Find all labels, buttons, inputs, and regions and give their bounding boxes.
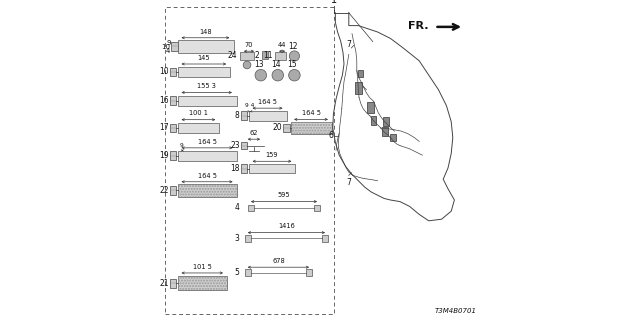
- Bar: [241, 164, 247, 173]
- Bar: [240, 52, 255, 60]
- Bar: [178, 67, 230, 77]
- Text: 4: 4: [235, 204, 240, 212]
- Text: 164 5: 164 5: [198, 139, 216, 145]
- Bar: [165, 7, 335, 314]
- Bar: [170, 68, 176, 76]
- Circle shape: [289, 51, 300, 61]
- Text: 1: 1: [332, 0, 337, 5]
- Bar: [172, 42, 178, 51]
- Text: 10: 10: [159, 68, 169, 76]
- Bar: [249, 111, 287, 121]
- Bar: [170, 186, 176, 195]
- Text: 14: 14: [271, 60, 281, 69]
- Text: 1416: 1416: [278, 223, 295, 229]
- Text: 13: 13: [254, 60, 264, 69]
- Circle shape: [272, 69, 284, 81]
- Text: 23: 23: [230, 141, 240, 150]
- Text: 6: 6: [329, 132, 334, 140]
- Text: FR.: FR.: [408, 20, 429, 31]
- Bar: [178, 96, 237, 106]
- Bar: [390, 134, 396, 141]
- Bar: [249, 164, 296, 173]
- Bar: [291, 122, 332, 134]
- Text: 7: 7: [346, 178, 351, 187]
- Text: 5: 5: [235, 268, 240, 277]
- Bar: [178, 184, 237, 197]
- Text: 16: 16: [159, 96, 169, 105]
- Text: 678: 678: [272, 258, 285, 264]
- Bar: [383, 117, 389, 126]
- Text: 2: 2: [255, 51, 259, 60]
- Bar: [178, 276, 227, 290]
- Text: 18: 18: [230, 164, 240, 173]
- Text: 24: 24: [228, 52, 237, 60]
- Bar: [307, 269, 312, 276]
- Text: 10: 10: [161, 44, 170, 50]
- Text: 155 3: 155 3: [197, 83, 216, 89]
- Bar: [178, 151, 237, 161]
- Text: T3M4B0701: T3M4B0701: [435, 308, 477, 314]
- Text: 19: 19: [159, 151, 169, 160]
- Circle shape: [289, 69, 300, 81]
- Text: 4: 4: [166, 48, 170, 54]
- Text: 100 1: 100 1: [189, 110, 208, 116]
- Text: 11: 11: [263, 52, 273, 60]
- Bar: [178, 184, 237, 197]
- Bar: [245, 235, 251, 242]
- Text: 7: 7: [346, 40, 351, 49]
- Text: 159: 159: [266, 152, 278, 158]
- Text: 12: 12: [288, 42, 297, 51]
- Circle shape: [255, 69, 267, 81]
- Bar: [248, 205, 253, 211]
- Bar: [262, 51, 268, 59]
- Bar: [178, 40, 234, 53]
- Bar: [355, 82, 362, 94]
- Bar: [275, 52, 287, 60]
- Text: 62: 62: [250, 130, 258, 136]
- Text: 9: 9: [179, 142, 183, 148]
- Circle shape: [243, 61, 251, 69]
- Bar: [367, 102, 374, 113]
- Text: 164 5: 164 5: [301, 110, 321, 116]
- Text: 164 5: 164 5: [258, 99, 277, 105]
- Text: 9 4: 9 4: [245, 103, 255, 108]
- Bar: [381, 127, 388, 136]
- Bar: [178, 123, 219, 133]
- Bar: [283, 124, 290, 132]
- Bar: [241, 142, 247, 149]
- Text: 15: 15: [287, 60, 298, 69]
- Text: 164 5: 164 5: [198, 172, 216, 179]
- Text: 8: 8: [235, 111, 240, 120]
- Bar: [170, 124, 176, 132]
- Text: 44: 44: [278, 42, 286, 48]
- Text: 20: 20: [273, 124, 282, 132]
- Bar: [178, 276, 227, 290]
- Bar: [291, 122, 332, 134]
- Bar: [371, 116, 376, 125]
- Bar: [241, 111, 247, 120]
- Text: 101 5: 101 5: [193, 264, 212, 270]
- Bar: [170, 96, 176, 105]
- Text: 145: 145: [198, 55, 210, 61]
- Bar: [323, 235, 328, 242]
- Bar: [358, 70, 362, 77]
- Text: 17: 17: [159, 124, 169, 132]
- Text: 3: 3: [235, 234, 240, 243]
- Bar: [245, 269, 251, 276]
- Text: 70: 70: [244, 42, 253, 48]
- Text: 9: 9: [166, 40, 170, 46]
- Bar: [314, 205, 320, 211]
- Bar: [170, 151, 176, 160]
- Bar: [170, 279, 176, 288]
- Text: 21: 21: [159, 279, 169, 288]
- Text: 22: 22: [159, 186, 169, 195]
- Text: 595: 595: [278, 192, 291, 198]
- Text: 148: 148: [199, 28, 212, 35]
